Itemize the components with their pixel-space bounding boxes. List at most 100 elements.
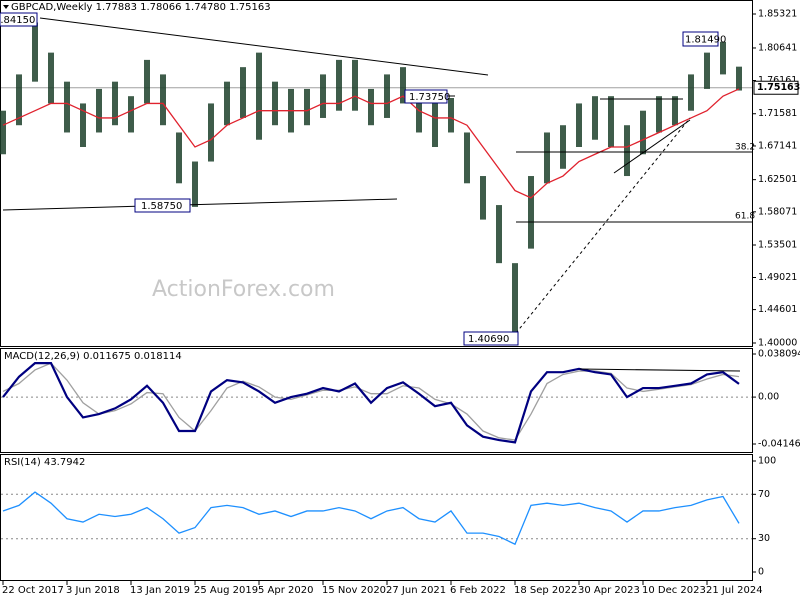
x-tick-label: 21 Jul 2024 (706, 585, 763, 596)
price-bar (608, 96, 614, 147)
rsi-frame (0, 454, 753, 581)
price-bar (160, 74, 166, 126)
price-bar (272, 81, 278, 126)
y-tick-label: 100 (758, 456, 776, 467)
x-tick-label: 18 Sep 2022 (514, 585, 577, 596)
price-bar (304, 88, 310, 126)
price-bar (432, 96, 438, 147)
price-bar (208, 103, 214, 162)
price-bar (544, 132, 550, 184)
y-tick-label: 1.76161 (758, 75, 797, 86)
last-price-label: 1.75163 (757, 82, 800, 93)
annotation: 38.2 (735, 143, 755, 153)
price-bar (672, 96, 678, 126)
annotation: 1.73750 (409, 92, 450, 103)
x-tick-label: 27 Jun 2021 (386, 585, 446, 596)
price-bar (176, 132, 182, 184)
x-tick-label: 13 Jan 2019 (130, 585, 190, 596)
title-icon (3, 5, 9, 9)
x-tick-label: 6 Feb 2022 (450, 585, 506, 596)
trend-line (39, 17, 489, 76)
x-tick-label: 10 Dec 2023 (642, 585, 706, 596)
price-bar (480, 176, 486, 220)
price-bar (624, 125, 630, 177)
annotation: 61.8 (735, 212, 755, 222)
y-tick-label: 1.44601 (758, 304, 797, 315)
x-tick-label: 22 Oct 2017 (2, 585, 64, 596)
price-bar (528, 176, 534, 249)
y-tick-label: 1.62501 (758, 174, 797, 185)
y-tick-label: 1.49021 (758, 272, 797, 283)
rsi-title: RSI(14) 43.7942 (4, 457, 85, 468)
plot-layer (0, 22, 752, 546)
price-bar (112, 81, 118, 126)
price-bar (144, 59, 150, 104)
price-bar (416, 96, 422, 133)
label-box (682, 31, 719, 47)
price-bar (32, 22, 38, 82)
y-tick-label: 70 (758, 489, 770, 500)
y-tick-label: 1.58071 (758, 206, 797, 217)
annotation: 1.58750 (141, 201, 182, 212)
y-tick-label: 1.85321 (758, 9, 797, 20)
price-bar (0, 110, 6, 155)
macd-frame (0, 348, 753, 453)
chart-title: GBPCAD,Weekly 1.77883 1.78066 1.74780 1.… (11, 2, 271, 13)
y-tick-label: 1.80641 (758, 42, 797, 53)
y-tick-label: 0.038094 (758, 349, 800, 360)
price-bar (400, 67, 406, 104)
series-line (2, 88, 740, 199)
macd-trend-line (579, 368, 741, 372)
label-box (463, 331, 519, 346)
macd-title: MACD(12,26,9) 0.011675 0.018114 (4, 351, 182, 362)
price-bar (48, 52, 54, 104)
y-tick-label: 0 (758, 567, 764, 578)
label-box (404, 89, 448, 104)
price-bar (96, 88, 102, 133)
x-tick-label: 5 Apr 2020 (258, 585, 313, 596)
y-tick-label: 1.67141 (758, 140, 797, 151)
price-bar (496, 205, 502, 264)
y-tick-label: 1.40000 (758, 338, 797, 349)
label-box (0, 12, 38, 27)
series-line (2, 362, 740, 441)
price-bar (640, 110, 646, 155)
price-bar (352, 59, 358, 111)
y-tick-label: 1.53501 (758, 239, 797, 250)
price-bar (592, 96, 598, 140)
price-bar (320, 74, 326, 118)
price-bar (464, 132, 470, 184)
annotation: 1.81490 (685, 35, 726, 46)
y-tick-label: -0.041465 (758, 439, 800, 450)
price-bar (128, 96, 134, 133)
price-bar (240, 67, 246, 118)
annotation: 1.40690 (468, 334, 509, 345)
price-bar (256, 52, 262, 140)
annotation: 1.84150 (0, 15, 35, 26)
price-bar (704, 52, 710, 89)
trend-line (613, 119, 691, 174)
y-tick-label: 1.71581 (758, 108, 797, 119)
price-bar (64, 81, 70, 133)
price-bar (224, 81, 230, 126)
price-bar (560, 125, 566, 169)
label-box (134, 198, 191, 213)
price-bar (80, 103, 86, 147)
x-tick-label: 15 Nov 2020 (322, 585, 386, 596)
price-bar (368, 88, 374, 126)
price-bar (656, 96, 662, 133)
x-tick-label: 30 Apr 2023 (578, 585, 640, 596)
last-price-box (753, 80, 799, 95)
price-bar (336, 59, 342, 111)
price-bar (384, 74, 390, 118)
x-tick-label: 3 Jun 2018 (66, 585, 120, 596)
price-bar (736, 66, 742, 91)
trend-line (515, 117, 691, 334)
price-bar (192, 161, 198, 207)
price-bar (720, 41, 726, 75)
y-tick-label: 30 (758, 533, 770, 544)
price-bar (448, 97, 454, 133)
price-bar (16, 74, 22, 126)
x-tick-label: 25 Aug 2019 (194, 585, 258, 596)
